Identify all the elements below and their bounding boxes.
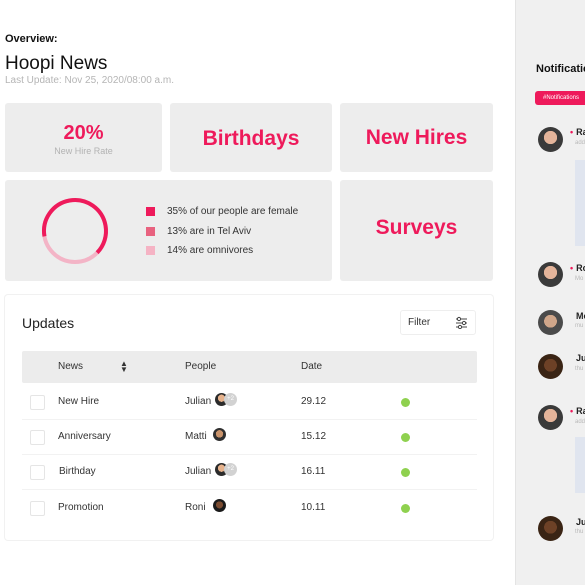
row-people: Matti — [185, 431, 207, 442]
notification-text: mu — [575, 323, 584, 329]
table-row[interactable]: Birthday Julian +2 16.11 — [22, 455, 477, 490]
page-title: Hoopi News — [5, 53, 108, 74]
table-header — [22, 351, 477, 383]
notification-name[interactable]: Mo — [576, 311, 585, 321]
notification-text: Mo — [575, 276, 584, 282]
legend-swatch — [146, 207, 155, 216]
notification-text: thu — [575, 529, 584, 535]
status-dot — [401, 504, 410, 513]
birthdays-card-title: Birthdays — [202, 127, 300, 150]
column-header-people[interactable]: People — [185, 361, 217, 372]
avatar-more: +2 — [224, 463, 237, 476]
table-row[interactable]: Anniversary Matti 15.12 — [22, 420, 477, 455]
row-checkbox[interactable] — [30, 430, 45, 445]
notifications-title: Notifications — [536, 63, 585, 75]
notification-avatar — [538, 354, 563, 379]
notification-text: add — [575, 140, 585, 146]
new-hire-rate-label: New Hire Rate — [54, 146, 113, 156]
legend-item: 13% are in Tel Aviv — [146, 226, 251, 237]
notification-avatar — [538, 262, 563, 287]
notification-name[interactable]: Ju — [576, 517, 585, 527]
surveys-card[interactable] — [340, 180, 493, 281]
unread-dot: • — [570, 406, 574, 416]
notification-name[interactable]: •Ra — [570, 406, 585, 416]
notification-avatar — [538, 405, 563, 430]
filter-sliders-icon — [456, 316, 467, 329]
updates-panel — [5, 295, 493, 540]
filter-button[interactable]: Filter — [400, 310, 476, 335]
row-people: Julian — [185, 466, 212, 477]
legend-text: 14% are omnivores — [167, 245, 254, 256]
legend-item: 14% are omnivores — [146, 245, 253, 256]
notifications-panel — [515, 0, 585, 585]
notification-text: add — [575, 419, 585, 425]
new-hire-rate-card[interactable] — [5, 103, 162, 172]
row-news: Birthday — [59, 466, 96, 477]
row-checkbox[interactable] — [30, 395, 45, 410]
last-update-text: Last Update: Nov 25, 2020/08:00 a.m. — [5, 75, 174, 86]
status-dot — [401, 433, 410, 442]
surveys-card-title: Surveys — [375, 216, 458, 239]
notification-avatar — [538, 516, 563, 541]
row-news: Promotion — [58, 502, 104, 513]
legend-swatch — [146, 246, 155, 255]
notification-text: thu — [575, 366, 584, 372]
status-dot — [401, 398, 410, 407]
donut-arc — [42, 198, 108, 264]
legend-item: 35% of our people are female — [146, 206, 298, 217]
new-hires-card[interactable] — [340, 103, 493, 172]
avatar-more: +2 — [224, 393, 237, 406]
overview-label: Overview: — [5, 33, 58, 45]
unread-dot: • — [570, 263, 574, 273]
stats-donut-chart — [42, 198, 108, 264]
row-date: 15.12 — [301, 431, 327, 442]
row-date: 29.12 — [301, 396, 327, 407]
new-hires-card-title: New Hires — [365, 126, 468, 149]
notification-avatar — [538, 127, 563, 152]
notification-preview[interactable] — [575, 437, 585, 493]
row-news: Anniversary — [58, 431, 111, 442]
row-people: Julian — [185, 396, 212, 407]
row-date: 16.11 — [301, 466, 326, 477]
legend-text: 13% are in Tel Aviv — [167, 226, 252, 237]
sort-icon[interactable]: ▲ ▼ — [120, 359, 128, 374]
new-hire-rate-value: 20% — [63, 122, 104, 144]
row-people: Roni — [185, 502, 206, 513]
updates-title: Updates — [22, 315, 75, 331]
row-news: New Hire — [58, 396, 100, 407]
row-date: 10.11 — [301, 502, 326, 513]
avatar — [213, 499, 226, 512]
unread-dot: • — [570, 127, 574, 137]
row-checkbox[interactable] — [30, 501, 45, 516]
notification-name[interactable]: Ju — [576, 353, 585, 363]
notification-name[interactable]: •Ro — [570, 263, 585, 273]
notification-preview[interactable] — [575, 160, 585, 246]
legend-swatch — [146, 227, 155, 236]
notification-avatar — [538, 310, 563, 335]
avatar — [213, 428, 226, 441]
notification-name[interactable]: •Ra — [570, 127, 585, 137]
notifications-tag[interactable]: #Notifications — [535, 91, 585, 105]
filter-label: Filter — [408, 317, 431, 328]
table-row[interactable]: Promotion Roni 10.11 — [22, 491, 477, 526]
column-header-news[interactable]: News — [58, 361, 84, 372]
column-header-date[interactable]: Date — [301, 361, 323, 372]
birthdays-card[interactable] — [170, 103, 332, 172]
table-row[interactable]: New Hire Julian +2 29.12 — [22, 385, 477, 420]
legend-text: 35% of our people are female — [167, 206, 299, 217]
stats-card — [5, 180, 332, 281]
row-checkbox[interactable] — [30, 465, 45, 480]
status-dot — [401, 468, 410, 477]
